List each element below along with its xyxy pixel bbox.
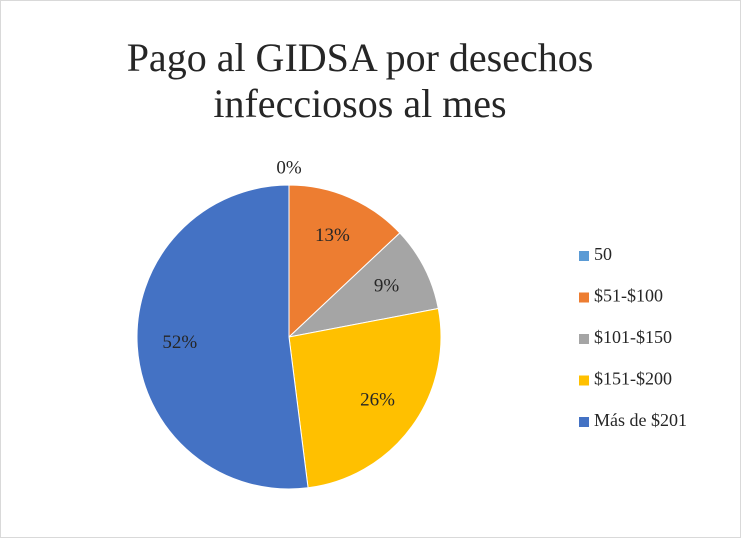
legend-swatch <box>579 375 589 386</box>
legend-label: 50 <box>594 244 612 264</box>
legend-label: Más de $201 <box>594 410 687 430</box>
legend-label: $101-$150 <box>594 327 672 347</box>
data-label: 9% <box>374 276 400 297</box>
legend-swatch <box>579 334 589 344</box>
chart-title: infecciosos al mes <box>213 81 506 126</box>
legend-label: $151-$200 <box>594 369 672 389</box>
chart-title: Pago al GIDSA por desechos <box>127 35 594 80</box>
legend-swatch <box>579 292 589 303</box>
pie-slice <box>288 184 401 339</box>
legend-swatch <box>579 417 589 427</box>
pie-slice <box>136 184 309 490</box>
legend-swatch <box>579 251 589 261</box>
data-label: 26% <box>360 390 395 411</box>
data-label: 0% <box>276 157 302 178</box>
data-label: 52% <box>162 332 197 353</box>
pie-slice <box>287 232 439 338</box>
data-label: 13% <box>315 225 350 246</box>
pie-slice <box>288 307 442 489</box>
legend-label: $51-$100 <box>594 286 663 306</box>
